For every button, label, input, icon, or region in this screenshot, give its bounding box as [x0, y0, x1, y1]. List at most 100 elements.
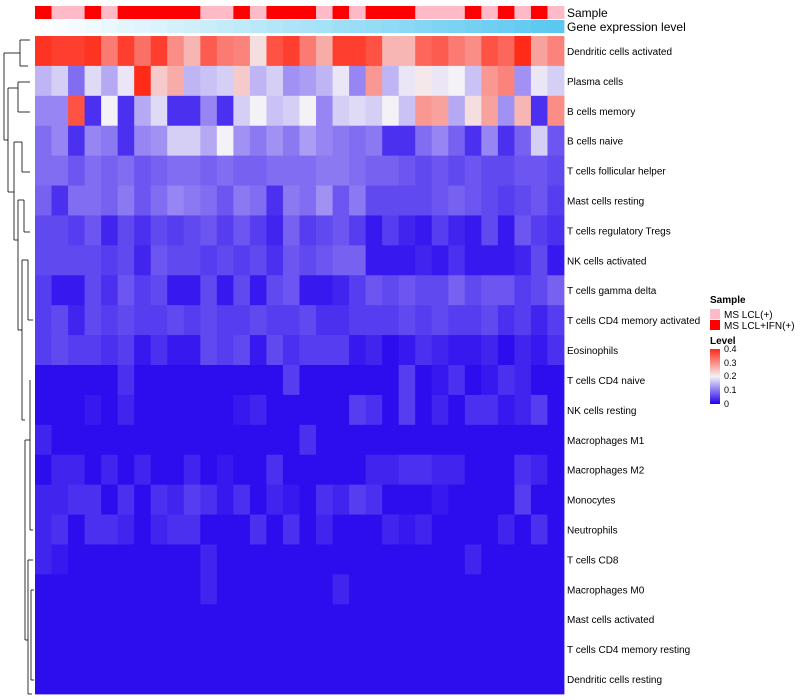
level-tick-0.1: 0.1 [724, 385, 737, 395]
heatmap-cell [200, 125, 218, 157]
heatmap-cell [150, 125, 168, 157]
expression-annotation-cell [365, 20, 383, 33]
heatmap-cell [68, 514, 85, 545]
heatmap-cell [134, 275, 152, 306]
heatmap-cell [134, 454, 152, 486]
level-color-bar [710, 349, 720, 404]
heatmap-cell [84, 514, 102, 545]
heatmap-cell [514, 65, 532, 97]
heatmap-cell [233, 155, 251, 186]
expression-annotation-cell [68, 20, 85, 33]
heatmap-cell [101, 275, 119, 306]
heatmap-cell [497, 454, 515, 486]
heatmap-cell [299, 664, 317, 695]
heatmap-cell [547, 365, 565, 396]
heatmap-cell [200, 36, 218, 67]
heatmap-cell [448, 664, 466, 695]
heatmap-cell [514, 574, 532, 605]
heatmap-cell [68, 544, 85, 575]
heatmap-cell [398, 664, 416, 695]
heatmap-cell [431, 604, 449, 635]
heatmap-cell [117, 424, 135, 456]
heatmap-cell [200, 185, 218, 216]
heatmap-cell [481, 634, 499, 665]
expression-annotation-cell [101, 20, 119, 33]
expression-annotation-cell [249, 20, 267, 33]
heatmap-cell [233, 95, 251, 127]
heatmap-cell [332, 604, 350, 635]
heatmap-cell [183, 185, 201, 216]
heatmap-cell [84, 454, 102, 486]
sample-annotation-cell [448, 6, 466, 19]
heatmap-cell [150, 544, 168, 575]
heatmap-cell [365, 155, 383, 186]
row-label: T cells regulatory Tregs [567, 226, 671, 237]
heatmap-cell [134, 634, 152, 665]
heatmap-cell [481, 155, 499, 186]
heatmap-cell [167, 65, 185, 97]
sample-annotation-cell [547, 6, 565, 19]
heatmap-cell [448, 335, 466, 366]
heatmap-cell [464, 365, 482, 396]
heatmap-cell [382, 65, 400, 97]
heatmap-cell [349, 544, 367, 575]
heatmap-cell [365, 215, 383, 246]
heatmap-cell [431, 484, 449, 515]
heatmap-cell [481, 245, 499, 276]
heatmap-cell [514, 245, 532, 276]
heatmap-cell [216, 484, 234, 515]
heatmap-cell [282, 65, 300, 97]
heatmap-cell [530, 36, 548, 67]
heatmap-cell [448, 125, 466, 157]
heatmap-cell [431, 454, 449, 486]
heatmap-cell [249, 664, 267, 695]
heatmap-cell [299, 245, 317, 276]
heatmap-cell [365, 574, 383, 605]
heatmap-cell [514, 125, 532, 157]
sample-annotation-cell [365, 6, 383, 19]
heatmap-cell [448, 544, 466, 575]
heatmap-cell [183, 36, 201, 67]
heatmap-cell [117, 484, 135, 515]
heatmap-cell [481, 215, 499, 246]
heatmap-cell [299, 305, 317, 336]
heatmap-cell [51, 65, 69, 97]
heatmap-cell [448, 95, 466, 127]
row-label: Macrophages M0 [567, 585, 645, 596]
heatmap-cell [547, 245, 565, 276]
sample-annotation-title: Sample [567, 6, 608, 20]
heatmap-cell [233, 275, 251, 306]
heatmap-cell [398, 65, 416, 97]
heatmap-cell [464, 335, 482, 366]
heatmap-cell [448, 424, 466, 456]
heatmap-cell [497, 634, 515, 665]
heatmap-cell [497, 305, 515, 336]
heatmap-cell [216, 424, 234, 456]
heatmap-cell [68, 574, 85, 605]
heatmap-cell [547, 604, 565, 635]
heatmap-cell [448, 634, 466, 665]
heatmap-cell [514, 275, 532, 306]
heatmap-cell [464, 215, 482, 246]
heatmap-cell [216, 664, 234, 695]
heatmap-cell [299, 604, 317, 635]
heatmap-cell [183, 275, 201, 306]
heatmap-cell [398, 36, 416, 67]
heatmap-cell [497, 215, 515, 246]
heatmap-cell [101, 365, 119, 396]
heatmap-cell [431, 634, 449, 665]
heatmap-cell [299, 394, 317, 426]
heatmap-cell [51, 125, 69, 157]
expression-annotation-cell [464, 20, 482, 33]
heatmap-cell [117, 335, 135, 366]
heatmap-cell [266, 185, 284, 216]
heatmap-cell [415, 664, 433, 695]
heatmap-cell [415, 634, 433, 665]
heatmap-cell [514, 305, 532, 336]
heatmap-cell [316, 305, 333, 336]
expression-annotation-cell [134, 20, 152, 33]
heatmap-cell [117, 275, 135, 306]
heatmap-cell [365, 454, 383, 486]
heatmap-cell [266, 394, 284, 426]
